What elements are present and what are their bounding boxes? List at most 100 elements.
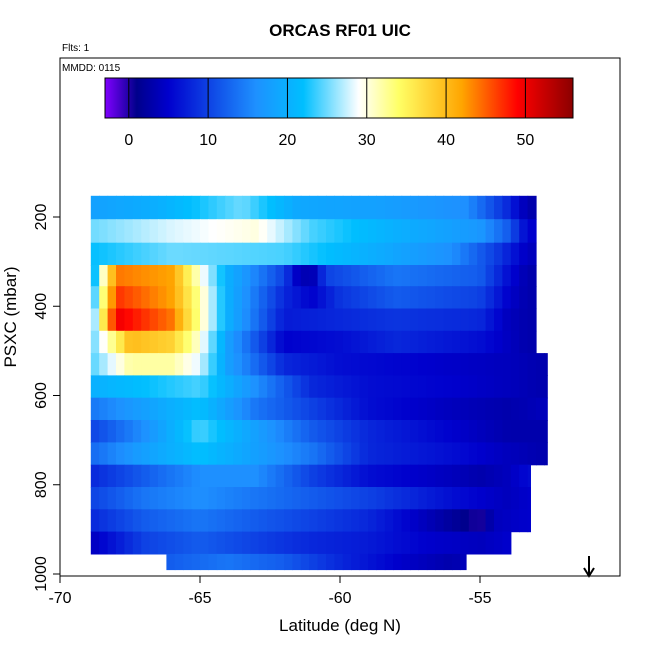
heatmap-cell bbox=[158, 509, 167, 533]
y-tick-label: 800 bbox=[33, 471, 50, 498]
flights-annotation: Flts: 1 bbox=[62, 43, 90, 54]
heatmap-cell bbox=[107, 375, 117, 399]
heatmap-cell bbox=[90, 442, 100, 466]
heatmap-cell bbox=[149, 219, 159, 244]
heatmap-cell bbox=[107, 531, 117, 555]
heatmap-cell bbox=[401, 531, 411, 555]
heatmap-cell bbox=[216, 330, 226, 354]
heatmap-cell bbox=[166, 442, 176, 466]
colorbar-tick-label: 0 bbox=[124, 132, 133, 149]
heatmap-cell bbox=[284, 375, 293, 399]
heatmap-cell bbox=[242, 420, 251, 443]
heatmap-cell bbox=[116, 375, 125, 399]
heatmap-cell bbox=[351, 464, 361, 488]
heatmap-cell bbox=[510, 442, 520, 466]
y-axis-label: PSXC (mbar) bbox=[1, 266, 20, 367]
heatmap-cell bbox=[485, 397, 495, 421]
heatmap-cell bbox=[334, 509, 344, 533]
heatmap-cell bbox=[443, 509, 453, 533]
heatmap-cell bbox=[393, 509, 403, 533]
heatmap-cell bbox=[233, 353, 243, 376]
heatmap-cell bbox=[494, 265, 503, 287]
heatmap-cell bbox=[116, 353, 125, 376]
heatmap-cell bbox=[183, 330, 193, 354]
heatmap-cell bbox=[426, 553, 436, 571]
heatmap-cell bbox=[519, 308, 529, 332]
heatmap-cell bbox=[124, 509, 134, 533]
heatmap-cell bbox=[149, 330, 159, 354]
heatmap-cell bbox=[292, 375, 302, 399]
heatmap-cell bbox=[359, 487, 369, 510]
heatmap-cell bbox=[359, 195, 369, 220]
heatmap-cell bbox=[359, 464, 369, 488]
heatmap-cell bbox=[183, 308, 193, 332]
colorbar-tick-label: 50 bbox=[517, 132, 535, 149]
heatmap-cell bbox=[141, 286, 151, 310]
heatmap-cell bbox=[309, 553, 319, 571]
heatmap-cell bbox=[410, 286, 419, 310]
heatmap-cell bbox=[485, 375, 495, 399]
heatmap-cell bbox=[485, 531, 495, 555]
heatmap-cell bbox=[485, 242, 495, 266]
heatmap-cell bbox=[166, 308, 176, 332]
heatmap-cell bbox=[149, 420, 159, 443]
heatmap-cell bbox=[267, 397, 277, 421]
heatmap-cell bbox=[275, 553, 285, 571]
heatmap-cell bbox=[90, 330, 100, 354]
heatmap-cell bbox=[527, 286, 537, 310]
heatmap-cell bbox=[443, 353, 453, 376]
heatmap-cell bbox=[292, 195, 302, 220]
heatmap-cell bbox=[393, 487, 403, 510]
heatmap-cell bbox=[275, 265, 285, 287]
heatmap-cell bbox=[158, 286, 167, 310]
heatmap-cell bbox=[149, 265, 159, 287]
heatmap-cell bbox=[275, 420, 285, 443]
heatmap-cell bbox=[351, 531, 361, 555]
heatmap-cell bbox=[267, 330, 277, 354]
heatmap-cell bbox=[477, 330, 487, 354]
heatmap-cell bbox=[334, 219, 344, 244]
heatmap-cell bbox=[99, 509, 109, 533]
heatmap-cell bbox=[208, 286, 218, 310]
heatmap-cell bbox=[527, 464, 531, 488]
heatmap-cell bbox=[124, 286, 134, 310]
heatmap-cell bbox=[258, 195, 268, 220]
heatmap-cell bbox=[368, 265, 377, 287]
heatmap-cell bbox=[191, 219, 201, 244]
heatmap-cell bbox=[368, 442, 377, 466]
heatmap-cell bbox=[149, 442, 159, 466]
heatmap-cell bbox=[242, 375, 251, 399]
heatmap-cell bbox=[477, 375, 487, 399]
heatmap-cell bbox=[191, 553, 201, 571]
heatmap-cell bbox=[452, 487, 461, 510]
heatmap-cell bbox=[191, 509, 201, 533]
heatmap-cell bbox=[90, 242, 100, 266]
heatmap-cell bbox=[275, 487, 285, 510]
heatmap-cell bbox=[485, 464, 495, 488]
colorbar-tick-label: 30 bbox=[358, 132, 376, 149]
heatmap-cell bbox=[300, 420, 310, 443]
heatmap-cell bbox=[258, 242, 268, 266]
heatmap-cell bbox=[460, 464, 470, 488]
heatmap-cell bbox=[342, 330, 352, 354]
heatmap-cell bbox=[334, 464, 344, 488]
heatmap-cell bbox=[510, 219, 520, 244]
heatmap-cell bbox=[267, 531, 277, 555]
heatmap-cell bbox=[410, 487, 419, 510]
heatmap-cell bbox=[536, 442, 545, 466]
heatmap-cell bbox=[443, 195, 453, 220]
heatmap-cell bbox=[166, 195, 176, 220]
heatmap-cell bbox=[166, 219, 176, 244]
heatmap-cell bbox=[435, 353, 445, 376]
heatmap-cell bbox=[158, 531, 167, 555]
heatmap-cell bbox=[124, 308, 134, 332]
colorbar: 0 10 20 30 40 50 bbox=[104, 77, 574, 149]
heatmap-cell bbox=[116, 195, 125, 220]
heatmap-cell bbox=[216, 195, 226, 220]
heatmap-cell bbox=[166, 286, 176, 310]
heatmap-cell bbox=[158, 420, 167, 443]
heatmap-cell bbox=[326, 397, 335, 421]
heatmap-cell bbox=[107, 242, 117, 266]
heatmap-cell bbox=[527, 353, 537, 376]
heatmap-cell bbox=[452, 420, 461, 443]
